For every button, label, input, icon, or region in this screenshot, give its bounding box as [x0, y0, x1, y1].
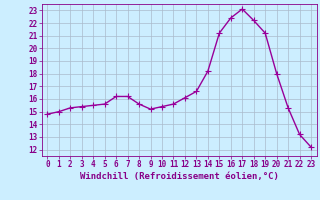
- X-axis label: Windchill (Refroidissement éolien,°C): Windchill (Refroidissement éolien,°C): [80, 172, 279, 181]
